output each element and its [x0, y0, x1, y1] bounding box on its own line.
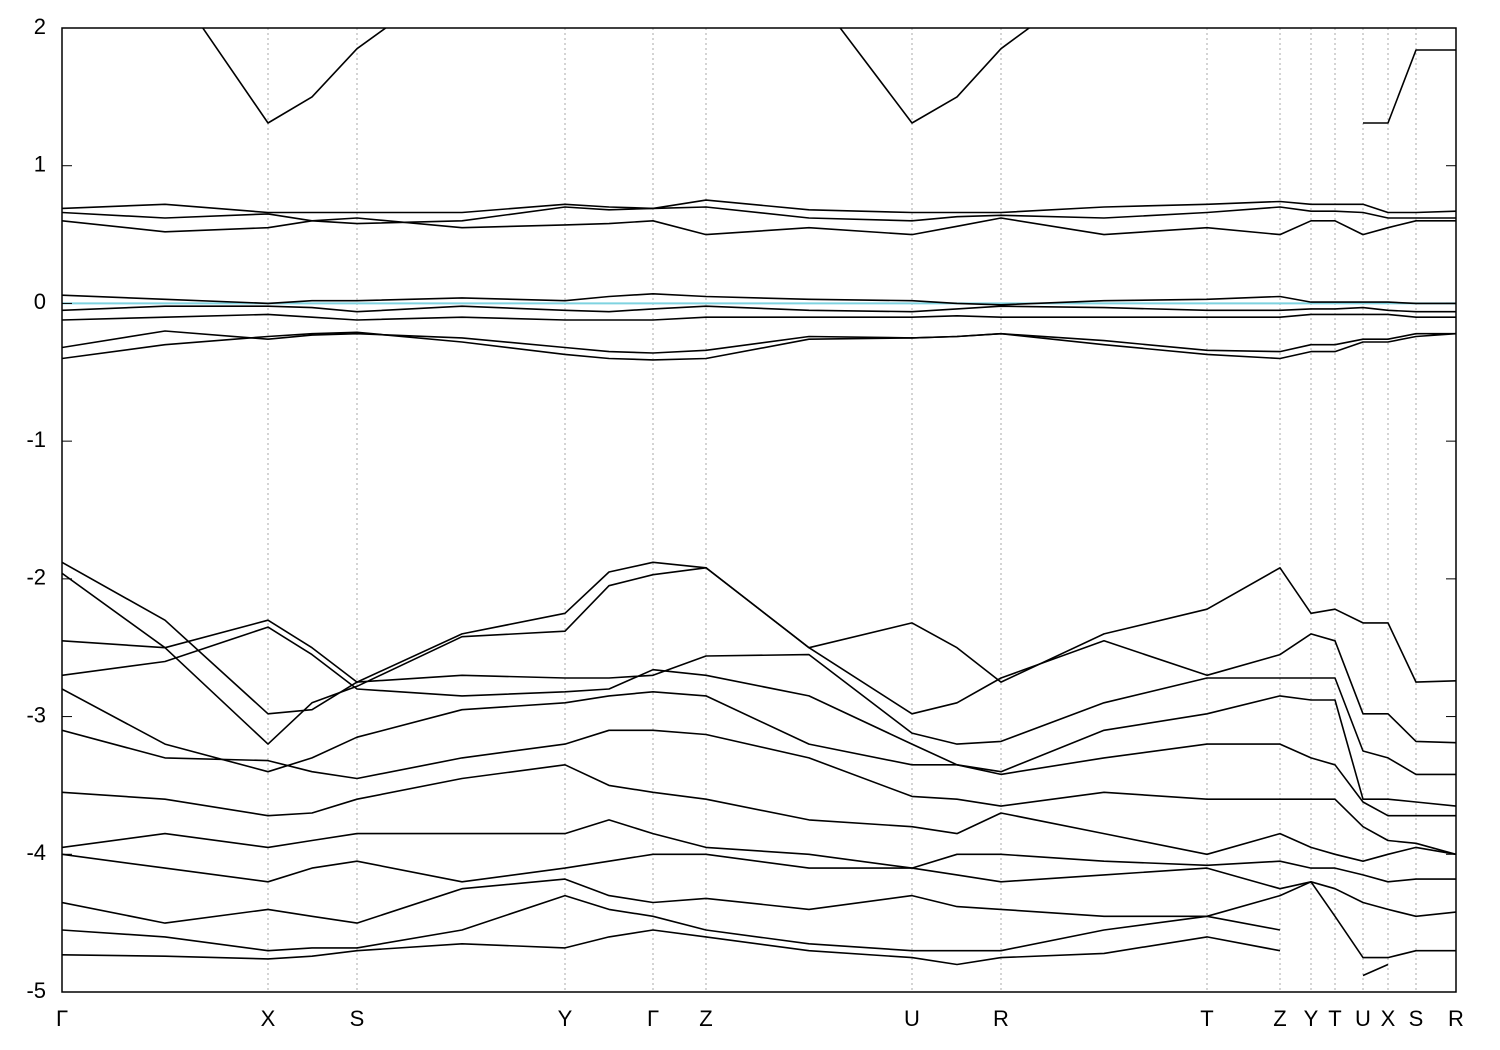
band — [62, 619, 1456, 776]
band — [62, 330, 1456, 354]
band — [62, 894, 1389, 977]
x-tick-label: S — [1409, 1006, 1424, 1031]
x-tick-label: R — [993, 1006, 1009, 1031]
band — [62, 305, 1456, 313]
band — [62, 199, 1456, 214]
x-tick-label: R — [1448, 1006, 1464, 1031]
x-tick-label: Y — [558, 1006, 573, 1031]
bands — [62, 28, 1456, 977]
band — [62, 878, 1456, 959]
band — [62, 688, 1456, 817]
y-tick-label: -2 — [26, 565, 46, 590]
band — [62, 853, 1456, 918]
y-tick-label: 0 — [34, 289, 46, 314]
y-tick-label: 1 — [34, 152, 46, 177]
y-tick-label: -5 — [26, 978, 46, 1003]
x-tick-label: Z — [699, 1006, 712, 1031]
x-tick-label: T — [1200, 1006, 1213, 1031]
band — [62, 293, 1456, 306]
band — [62, 331, 1456, 361]
y-tick-label: 2 — [34, 14, 46, 39]
band — [62, 729, 1456, 856]
band — [62, 929, 1281, 966]
band — [62, 626, 1456, 807]
x-tick-label: Z — [1273, 1006, 1286, 1031]
x-tick-label: S — [350, 1006, 365, 1031]
x-tick-label: U — [1355, 1006, 1371, 1031]
y-tick-label: -3 — [26, 702, 46, 727]
plot-frame — [61, 27, 1457, 993]
x-tick-label: X — [261, 1006, 276, 1031]
band — [62, 206, 1456, 225]
grid — [267, 28, 1417, 992]
y-tick-label: -4 — [26, 840, 46, 865]
x-tick-label: Γ — [647, 1006, 659, 1031]
band — [62, 764, 1456, 862]
y-tick-label: -1 — [26, 427, 46, 452]
x-tick-label: Γ — [56, 1006, 68, 1031]
band — [62, 567, 1456, 745]
x-tick-label: U — [904, 1006, 920, 1031]
band — [62, 561, 1456, 715]
band — [62, 313, 1456, 321]
x-tick-label: T — [1328, 1006, 1341, 1031]
x-tick-label: X — [1381, 1006, 1396, 1031]
band — [62, 819, 1456, 883]
band — [201, 28, 1456, 124]
band — [62, 217, 1456, 236]
x-tick-label: Y — [1304, 1006, 1319, 1031]
